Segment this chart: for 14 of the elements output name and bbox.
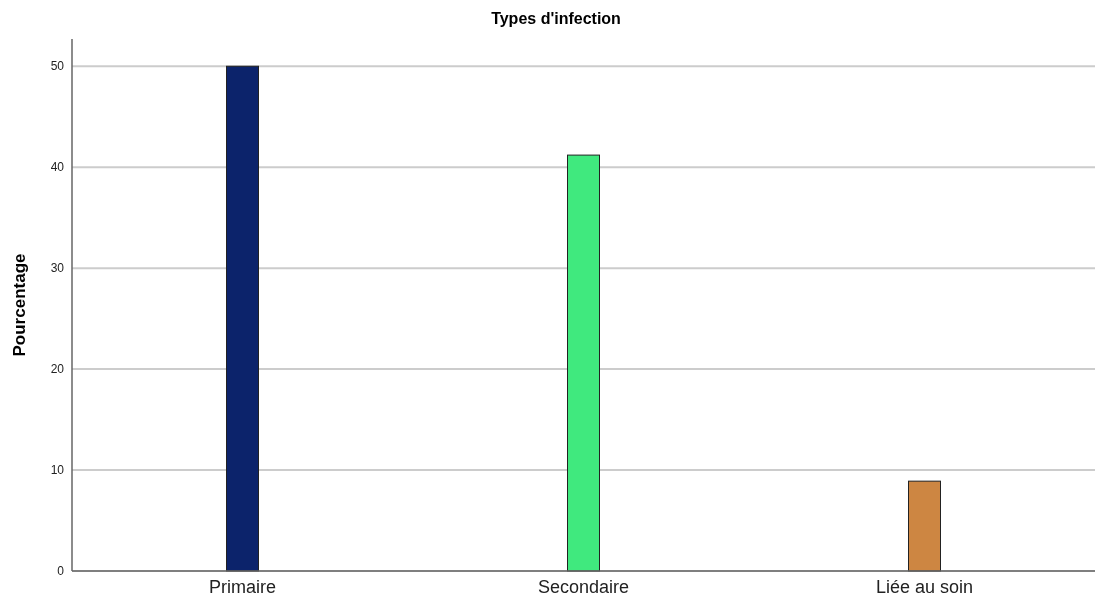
bar [567, 154, 600, 572]
y-tick-label: 30 [50, 261, 65, 276]
y-tick-label: 10 [50, 463, 65, 478]
y-axis-title: Pourcentage [10, 253, 29, 357]
y-tick-label: 40 [50, 160, 65, 175]
x-tick-label: Secondaire [537, 577, 630, 597]
y-tick-label: 0 [57, 564, 65, 578]
bar [908, 480, 941, 572]
chart-title: Types d'infection [491, 10, 621, 27]
y-tick-label: 50 [50, 59, 65, 74]
x-tick-label: Primaire [208, 577, 277, 597]
bar [226, 65, 259, 572]
x-tick-label: Liée au soin [875, 577, 974, 597]
y-tick-label: 20 [50, 362, 65, 377]
